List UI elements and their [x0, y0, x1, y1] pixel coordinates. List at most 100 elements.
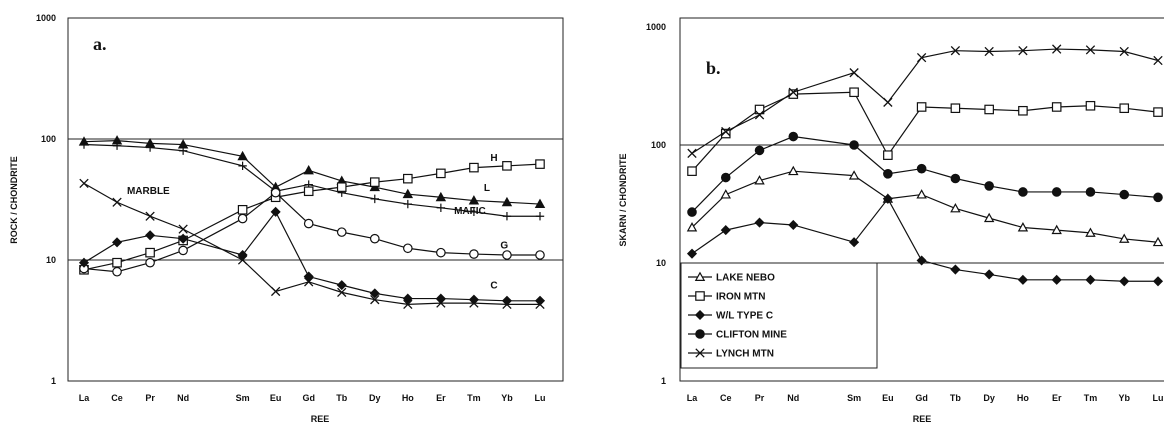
- panel-b-series-3-point-eu: [882, 193, 893, 204]
- panel-b-series-5-point-sm: [849, 68, 859, 78]
- panel-b-series-5-point-tm: [1085, 45, 1096, 55]
- panel-b-series-1-point-la: [686, 222, 698, 232]
- panel-a-series-5-point-dy: [369, 288, 380, 299]
- panel-b-ytick-1000: 1000: [646, 22, 666, 32]
- panel-a-series-2-point-nd: [178, 146, 188, 155]
- panel-a-series-2-point-sm: [238, 161, 247, 171]
- panel-a-xtick-lu: Lu: [535, 393, 546, 403]
- panel-b-series-1-point-ce: [720, 189, 731, 199]
- panel-b-series-5-point-ho: [1018, 46, 1028, 56]
- panel-b-series-1-point-nd: [788, 165, 799, 176]
- panel-b-legend: LAKE NEBO IRON MTN W/L TYPE C CLIFTON MINE L…: [680, 262, 878, 369]
- panel-b-series-1-line: [691, 170, 1159, 243]
- panel-a-series-4-point-nd: [178, 245, 188, 256]
- panel-b-series-4-point-la: [687, 207, 697, 217]
- panel-b-xtick-eu: Eu: [882, 393, 894, 403]
- panel-a-x-ticks: La Ce Pr Nd Sm Eu Gd Tb Dy Ho Er Tm Yb Lu: [79, 393, 546, 403]
- panel-a-series-6-point-lu: [535, 299, 545, 310]
- panel-b-series-3-point-lu: [1152, 276, 1164, 287]
- panel-b-series-3-point-er: [1051, 274, 1062, 285]
- panel-b-legend-item-3: W/L TYPE C: [688, 309, 773, 322]
- panel-a-xtick-nd: Nd: [177, 393, 189, 403]
- panel-b-series-4-point-yb: [1119, 189, 1130, 200]
- panel-b-series-4-point-gd: [916, 163, 927, 174]
- panel-a-series-6-point-gd: [304, 277, 314, 287]
- panel-b-series-2-point-la: [687, 166, 697, 176]
- panel-b-series-1-point-er: [1051, 224, 1062, 235]
- panel-b-series-1-point-yb: [1119, 233, 1130, 243]
- panel-a-series-6-point-sm: [237, 255, 248, 265]
- panel-b-series-1-point-sm: [848, 170, 860, 180]
- panel-b-xtick-lu: Lu: [1153, 393, 1164, 403]
- panel-b-legend-label-3: W/L TYPE C: [716, 311, 773, 322]
- panel-a-series-2-point-la: [79, 140, 89, 149]
- panel-a-series-6-point-ce: [112, 197, 122, 207]
- panel-b-series-5-point-lu: [1153, 55, 1163, 66]
- panel-b-series-5-point-la: [687, 148, 697, 158]
- panel-b-label: b.: [706, 58, 721, 78]
- panel-a-series-2-point-er: [436, 203, 446, 213]
- panel-a-xtick-tb: Tb: [336, 393, 347, 403]
- panel-a-xtick-tm: Tm: [467, 393, 481, 403]
- panel-a-series-3-point-dy: [369, 177, 380, 187]
- panel-b-series-2-point-tb: [950, 103, 961, 114]
- panel-b-series-3-point-ho: [1017, 274, 1028, 285]
- panel-b-series-5-point-dy: [984, 46, 994, 57]
- panel-a-series-5-point-ce: [111, 237, 123, 248]
- panel-b-legend-marker-1: [694, 271, 706, 281]
- panel-b-series-4-point-tm: [1085, 187, 1096, 197]
- panel-b-series-4-point-lu: [1153, 192, 1163, 203]
- panel-b-series-5-point-gd: [916, 52, 927, 63]
- panel-a-series-5-point-nd: [178, 233, 189, 244]
- panel-a-series-2-point-tm: [469, 207, 479, 217]
- panel-b-series-2-point-eu: [883, 150, 893, 160]
- panel-a-xtick-dy: Dy: [369, 393, 381, 403]
- panel-a-series-2-point-yb: [502, 212, 512, 221]
- panel-a-series-1-point-yb: [501, 196, 513, 207]
- panel-a-series-6-point-tm: [469, 298, 479, 308]
- panel-b-xtick-gd: Gd: [915, 393, 928, 403]
- panel-a-series-5-point-eu: [270, 206, 281, 217]
- panel-a-series-5-point-gd: [303, 271, 314, 282]
- panel-b-legend-box: [680, 262, 878, 369]
- panel-a-ytick-1000: 1000: [36, 13, 56, 23]
- panel-b-xtick-nd: Nd: [787, 393, 799, 403]
- panel-a-ytick-100: 100: [41, 134, 56, 144]
- panel-b-legend-label-5: LYNCH MTN: [716, 349, 774, 360]
- panel-b-series-2-point-pr: [754, 104, 765, 115]
- panel-b-series-2-point-ho: [1018, 105, 1028, 116]
- panel-b-series-5-point-pr: [754, 110, 765, 120]
- panel-b-series-2-line: [691, 91, 1159, 172]
- panel-a-series-1-point-lu: [534, 198, 546, 209]
- panel-a-series-2-point-lu: [535, 212, 545, 221]
- panel-b-series-2-point-lu: [1153, 107, 1163, 117]
- panel-b-xtick-ce: Ce: [720, 393, 732, 403]
- panel-a-annotation-marble: MARBLE: [127, 186, 170, 197]
- panel-a-annotation-l: L: [484, 183, 490, 194]
- panel-a-series-6-point-eu: [270, 286, 281, 297]
- panel-b-xtick-ho: Ho: [1017, 393, 1029, 403]
- panel-a-series-3-point-yb: [502, 161, 512, 171]
- panel-b-xtick-dy: Dy: [983, 393, 995, 403]
- panel-b-legend-label-4: CLIFTON MINE: [716, 330, 787, 341]
- panel-a-xtick-ce: Ce: [111, 393, 123, 403]
- panel-a-series-4-point-ho: [403, 243, 413, 254]
- panel-a-annotations: MARBLE H L MAFIC G C: [127, 153, 508, 292]
- panel-b-legend-item-1: LAKE NEBO: [688, 271, 775, 284]
- panel-b-series-2-point-tm: [1085, 100, 1096, 111]
- panel-b-series-3-point-tm: [1085, 274, 1096, 285]
- panel-b-series-5-point-tb: [950, 46, 961, 56]
- panel-a-label: a.: [93, 34, 107, 54]
- panel-a-series-6-point-pr: [145, 211, 155, 221]
- panel-a-series-4-point-tm: [469, 249, 479, 259]
- panel-b-series-1-point-pr: [754, 175, 765, 185]
- panel-a-xtick-la: La: [79, 393, 90, 403]
- panel-b-legend-label-1: LAKE NEBO: [716, 273, 775, 284]
- panel-a-series-6-line: [83, 182, 540, 305]
- panel-a-series-1-point-ho: [402, 188, 414, 199]
- panel-b-series-2-point-dy: [984, 104, 994, 115]
- panel-a-series-4-point-dy: [369, 233, 380, 244]
- panel-b-series-4-point-er: [1051, 187, 1062, 197]
- panel-a-plot-frame: [67, 17, 564, 382]
- panel-a-series-4-point-sm: [237, 213, 248, 224]
